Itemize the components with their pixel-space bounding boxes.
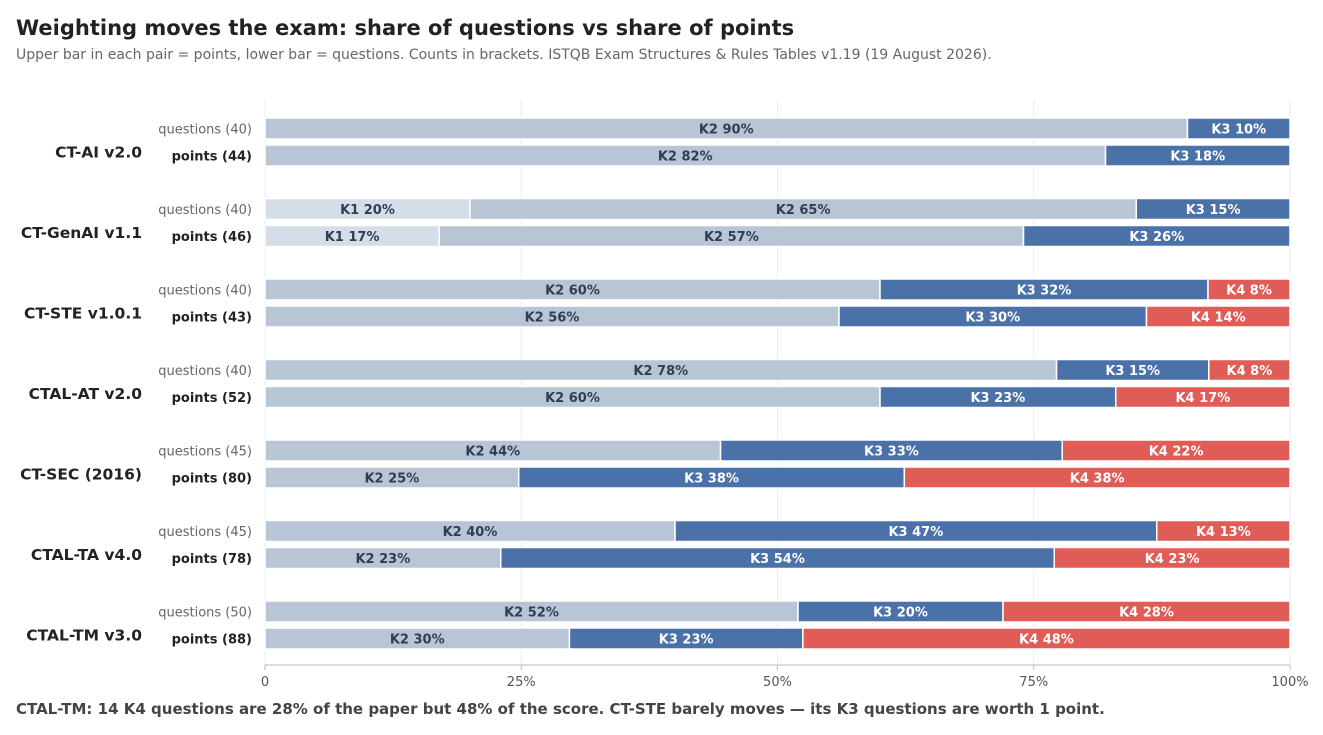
bar-segment-k3	[1186, 117, 1291, 140]
bar-segment-k3	[1104, 144, 1291, 167]
x-tick-label: 75%	[1019, 675, 1048, 690]
bar-data-label: K3 15%	[1186, 203, 1241, 218]
bar-data-label: K3 38%	[684, 472, 739, 487]
exam-label: CT-STE v1.0.1	[24, 305, 142, 323]
bar-data-label: K3 10%	[1211, 123, 1266, 138]
points-row-label: points (80)	[172, 472, 252, 487]
bar-data-label: K2 30%	[390, 633, 445, 648]
points-row-label: points (44)	[172, 150, 252, 165]
bar-data-label: K1 17%	[325, 230, 380, 245]
questions-row-label: questions (50)	[158, 606, 252, 621]
bar-data-label: K4 8%	[1227, 364, 1273, 379]
points-row-label: points (43)	[172, 311, 252, 326]
bar-data-label: K2 57%	[704, 230, 759, 245]
bar-data-label: K4 17%	[1175, 391, 1230, 406]
bar-segment-k4	[802, 627, 1291, 650]
bar-data-label: K4 13%	[1196, 525, 1251, 540]
bar-data-label: K4 8%	[1226, 284, 1272, 299]
bar-data-label: K2 52%	[504, 606, 559, 621]
questions-row-label: questions (40)	[158, 364, 252, 379]
x-tick-label: 25%	[507, 675, 536, 690]
bar-data-label: K3 54%	[750, 552, 805, 567]
bar-data-label: K2 90%	[699, 123, 754, 138]
chart-title: Weighting moves the exam: share of quest…	[16, 16, 795, 40]
questions-row-label: questions (45)	[158, 525, 252, 540]
bar-segment-k4	[1061, 439, 1291, 462]
bar-data-label: K2 25%	[364, 472, 419, 487]
bar-data-label: K2 65%	[776, 203, 831, 218]
exam-label: CT-SEC (2016)	[20, 466, 142, 484]
points-row-label: points (78)	[172, 552, 252, 567]
bar-data-label: K3 33%	[864, 445, 919, 460]
bar-data-label: K2 23%	[355, 552, 410, 567]
bar-segment-k4	[1145, 305, 1291, 328]
exam-label: CTAL-TA v4.0	[31, 546, 142, 564]
chart-footnote: CTAL-TM: 14 K4 questions are 28% of the …	[16, 700, 1105, 718]
bar-segment-k4	[1115, 385, 1291, 409]
bar-segment-k3	[1022, 224, 1291, 248]
bar-data-label: K4 48%	[1019, 633, 1074, 648]
exam-label: CT-AI v2.0	[55, 144, 142, 162]
points-row-label: points (88)	[172, 633, 252, 648]
bar-data-label: K3 30%	[965, 311, 1020, 326]
bar-data-label: K3 15%	[1105, 364, 1160, 379]
bar-data-label: K1 20%	[340, 203, 395, 218]
bar-data-label: K2 82%	[658, 150, 713, 165]
bar-data-label: K2 56%	[525, 311, 580, 326]
bar-data-label: K3 18%	[1170, 150, 1225, 165]
chart-subtitle: Upper bar in each pair = points, lower b…	[16, 47, 992, 63]
bar-data-label: K3 47%	[888, 525, 943, 540]
bar-data-label: K2 40%	[443, 525, 498, 540]
x-tick-label: 50%	[763, 675, 792, 690]
x-tick-label: 100%	[1271, 675, 1308, 690]
bar-data-label: K4 23%	[1145, 552, 1200, 567]
bar-data-label: K2 44%	[465, 445, 520, 460]
bar-data-label: K4 22%	[1149, 445, 1204, 460]
questions-row-label: questions (40)	[158, 123, 252, 138]
bar-segment-k4	[1002, 600, 1291, 623]
bar-segment-k4	[903, 466, 1291, 489]
bar-data-label: K4 38%	[1070, 472, 1125, 487]
bar-segment-k4	[1208, 358, 1291, 382]
bar-segment-k4	[1053, 546, 1291, 570]
x-tick-label: 0	[261, 675, 269, 690]
bar-data-label: K2 60%	[545, 284, 600, 299]
bar-segment-k4	[1156, 519, 1291, 543]
questions-row-label: questions (40)	[158, 284, 252, 299]
bar-data-label: K3 23%	[659, 633, 714, 648]
bar-data-label: K2 78%	[633, 364, 688, 379]
questions-row-label: questions (45)	[158, 445, 252, 460]
questions-row-label: questions (40)	[158, 203, 252, 218]
exam-label: CTAL-AT v2.0	[29, 385, 143, 403]
bar-segment-k4	[1207, 278, 1291, 301]
exam-label: CTAL-TM v3.0	[26, 627, 142, 645]
points-row-label: points (52)	[172, 391, 252, 406]
exam-label: CT-GenAI v1.1	[21, 224, 142, 242]
bar-data-label: K2 60%	[545, 391, 600, 406]
bar-data-label: K3 26%	[1129, 230, 1184, 245]
bar-data-label: K3 23%	[970, 391, 1025, 406]
bar-segment-k3	[1135, 197, 1291, 221]
points-row-label: points (46)	[172, 230, 252, 245]
bar-data-label: K3 32%	[1017, 284, 1072, 299]
bar-data-label: K4 14%	[1191, 311, 1246, 326]
bar-data-label: K4 28%	[1119, 606, 1174, 621]
bar-data-label: K3 20%	[873, 606, 928, 621]
